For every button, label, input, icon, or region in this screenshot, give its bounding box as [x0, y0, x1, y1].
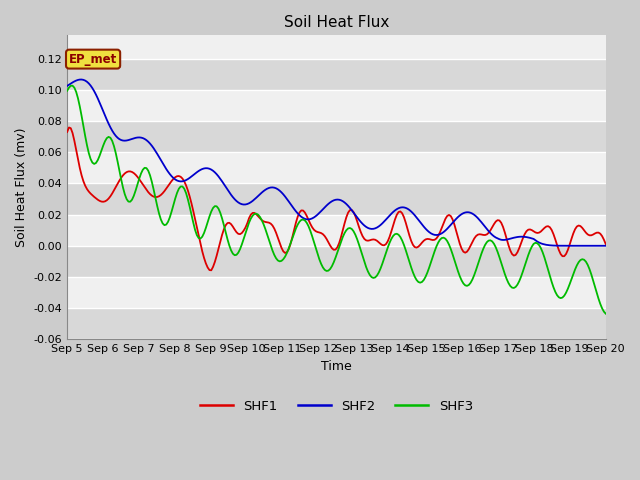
- SHF3: [602, 311, 609, 316]
- Y-axis label: Soil Heat Flux (mv): Soil Heat Flux (mv): [15, 128, 28, 247]
- SHF1: [397, 209, 404, 215]
- SHF3: [63, 88, 71, 94]
- Bar: [67, 183, 605, 215]
- X-axis label: Time: Time: [321, 360, 352, 373]
- SHF3: [519, 269, 527, 275]
- SHF1: [521, 231, 529, 237]
- Line: SHF2: SHF2: [67, 80, 605, 246]
- SHF2: [553, 243, 561, 249]
- SHF3: [68, 83, 76, 89]
- SHF2: [602, 243, 609, 249]
- SHF2: [386, 213, 394, 218]
- SHF1: [207, 267, 215, 273]
- SHF3: [395, 232, 403, 238]
- SHF2: [63, 83, 71, 89]
- Line: SHF3: SHF3: [67, 86, 605, 313]
- Bar: [67, 277, 605, 308]
- SHF3: [553, 292, 561, 298]
- SHF1: [63, 129, 71, 135]
- Bar: [67, 215, 605, 246]
- SHF1: [387, 228, 395, 234]
- SHF2: [395, 205, 403, 211]
- Bar: [67, 90, 605, 121]
- SHF2: [519, 234, 527, 240]
- Bar: [67, 121, 605, 152]
- SHF2: [384, 215, 392, 220]
- SHF2: [65, 82, 73, 88]
- Bar: [67, 59, 605, 90]
- Bar: [67, 152, 605, 183]
- Title: Soil Heat Flux: Soil Heat Flux: [284, 15, 389, 30]
- SHF2: [77, 77, 85, 83]
- Line: SHF1: SHF1: [67, 128, 605, 270]
- SHF1: [602, 241, 609, 247]
- Bar: [67, 308, 605, 339]
- SHF1: [67, 125, 75, 131]
- SHF1: [65, 125, 73, 131]
- SHF1: [386, 234, 394, 240]
- Legend: SHF1, SHF2, SHF3: SHF1, SHF2, SHF3: [195, 394, 478, 418]
- SHF1: [555, 247, 563, 253]
- SHF3: [65, 85, 73, 91]
- SHF3: [386, 240, 394, 246]
- SHF3: [384, 245, 392, 251]
- Text: EP_met: EP_met: [69, 53, 117, 66]
- Bar: [67, 246, 605, 277]
